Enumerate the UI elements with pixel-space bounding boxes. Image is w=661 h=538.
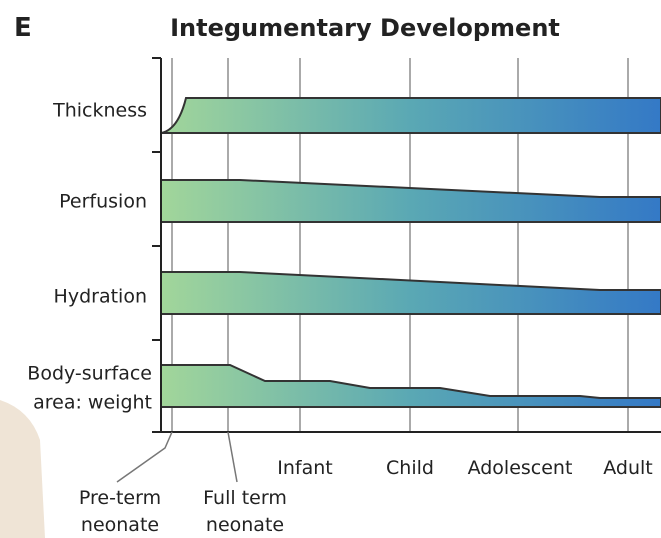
stage-label: neonate <box>81 514 159 536</box>
stage-label: Pre-term <box>79 487 161 509</box>
panel-label: E <box>14 13 32 43</box>
row-label: Perfusion <box>59 191 147 213</box>
stage-label: Infant <box>277 457 332 479</box>
stage-label: Full term <box>203 487 287 509</box>
background-fragment <box>0 400 45 538</box>
stage-label: Adult <box>603 457 653 479</box>
row-label: Thickness <box>52 100 147 122</box>
row-label: Hydration <box>54 286 147 308</box>
stage-label: neonate <box>206 514 284 536</box>
title: Integumentary Development <box>170 14 560 42</box>
leader-lines <box>116 431 238 483</box>
stage-label: Adolescent <box>468 457 573 479</box>
row-label: Body-surface <box>27 363 152 385</box>
body-surface-band <box>160 364 661 408</box>
row-label: area: weight <box>33 392 152 414</box>
stage-label: Child <box>386 457 434 479</box>
left-axis <box>152 57 661 433</box>
thickness-band <box>160 97 661 134</box>
